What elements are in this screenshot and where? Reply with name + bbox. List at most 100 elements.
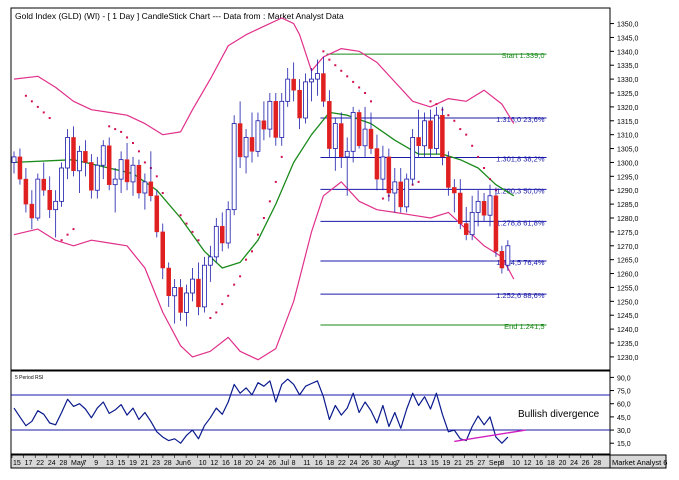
candlestick (17, 148, 23, 185)
candle-body-bear (386, 156, 392, 194)
candlestick (291, 62, 296, 102)
bollinger-bands (13, 17, 515, 361)
sar-dot (48, 117, 51, 119)
candlestick (398, 168, 403, 213)
candlestick (267, 93, 273, 138)
price-tick-label: 1345,0 (617, 35, 639, 42)
candle-body-bull (469, 212, 475, 236)
candle-body-bear (327, 101, 332, 149)
candlestick (89, 154, 94, 199)
date-label: 18 (234, 460, 242, 467)
sar-dot (197, 239, 200, 242)
date-label: 21 (141, 460, 149, 467)
candlestick (404, 173, 410, 213)
candle-body-bull (94, 164, 100, 191)
candle-body-bull (434, 114, 439, 149)
candlestick (374, 134, 380, 191)
candlestick (279, 93, 285, 146)
candlestick (297, 79, 302, 130)
candle-body-bear (83, 151, 88, 163)
candlestick (106, 137, 112, 191)
rsi-label: 5 Period RSI (15, 375, 43, 381)
candle-body-bull (207, 256, 213, 266)
price-tick-label: 1275,0 (617, 230, 639, 237)
candle-body-bull (130, 164, 136, 183)
candlestick (220, 212, 225, 252)
candlestick (303, 73, 308, 124)
date-label: 7 (396, 460, 400, 467)
candle-body-bear (339, 123, 344, 158)
date-label: 30 (373, 460, 381, 467)
price-axis: 1350,0 1345,0 1340,0 1335,0 1330,0 1325,0 1320… (610, 22, 639, 362)
rsi-tick-label: 75,0 (617, 389, 631, 396)
candlestick (350, 106, 356, 163)
candlestick (53, 190, 59, 238)
candle-body-bear (428, 120, 433, 149)
candlestick (243, 129, 249, 174)
candle-body-bull (279, 100, 285, 138)
sar-dot (429, 100, 432, 103)
candlestick (380, 145, 386, 191)
candle-body-bull (392, 181, 398, 194)
candlestick (136, 159, 142, 199)
rsi-tick-label: 30,0 (617, 428, 631, 435)
sar-dot (179, 214, 182, 217)
sar-dot (280, 155, 283, 158)
candlestick (130, 156, 136, 196)
candle-body-bull (267, 100, 273, 130)
candlestick (166, 262, 171, 307)
sar-dot (483, 167, 486, 169)
sar-dot (346, 75, 349, 78)
sar-dot (262, 217, 265, 219)
date-label: 24 (570, 460, 578, 467)
candle-body-bear (261, 120, 267, 130)
fib-level-label: 1.316,0 23,6% (496, 115, 545, 124)
sar-dot (358, 86, 361, 89)
bollinger-lower-line (13, 181, 515, 361)
date-label: Jul (280, 460, 289, 467)
rsi-line (13, 378, 509, 444)
candlestick (118, 151, 124, 193)
candle-body-bull (303, 81, 308, 119)
price-tick-label: 1230,0 (617, 355, 639, 362)
sar-dot (227, 294, 230, 297)
candle-body-bull (112, 178, 118, 186)
candlestick (112, 168, 118, 213)
candle-body-bear (166, 267, 171, 297)
price-tick-label: 1295,0 (617, 174, 639, 181)
price-tick-label: 1350,0 (617, 22, 639, 29)
price-tick-label: 1285,0 (617, 202, 639, 209)
price-tick-label: 1265,0 (617, 258, 639, 265)
candle-body-bear (17, 156, 23, 180)
moving-average (13, 111, 515, 269)
candle-body-bear (178, 287, 183, 313)
price-tick-label: 1290,0 (617, 188, 639, 195)
candlestick (255, 112, 261, 157)
candle-body-bear (136, 164, 142, 194)
date-label: 11 (408, 460, 415, 467)
price-tick-label: 1240,0 (617, 327, 639, 334)
price-tick-label: 1315,0 (617, 119, 639, 126)
candlestick (100, 140, 106, 180)
date-label: 22 (36, 460, 44, 467)
moving-average-line (13, 111, 515, 269)
divergence-annotation: Bullish divergence (518, 409, 600, 420)
date-label: 27 (477, 460, 485, 467)
candlestick (452, 179, 457, 213)
candlestick (463, 206, 469, 241)
date-label: 19 (129, 460, 137, 467)
candlestick (344, 137, 350, 196)
date-label: 8 (292, 460, 296, 467)
candlestick (505, 240, 511, 271)
candlestick (207, 245, 213, 282)
candlestick (77, 145, 82, 193)
date-label: 15 (13, 460, 21, 467)
sar-dot (155, 175, 158, 178)
date-label: 9 (94, 460, 98, 467)
date-label: 16 (535, 460, 543, 467)
candle-body-bull (505, 245, 511, 266)
date-label: Sep (489, 460, 502, 467)
candlestick (231, 115, 237, 216)
candle-body-bear (446, 156, 451, 188)
